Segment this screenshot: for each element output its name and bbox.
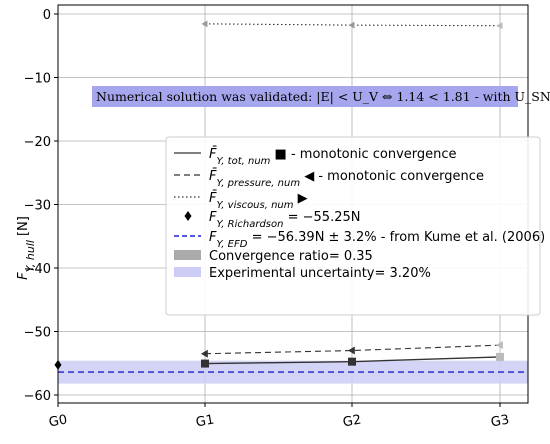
data-point-triangle xyxy=(496,341,503,350)
legend-label-2: F̄Y, viscous, num ▶ xyxy=(209,191,308,211)
annotation-box xyxy=(92,86,518,107)
data-point-triangle xyxy=(496,22,503,30)
data-point-triangle xyxy=(348,346,355,355)
legend-diamond xyxy=(184,211,192,221)
legend-label-1: F̄Y, pressure, num ◀ - monotonic converg… xyxy=(209,169,484,189)
legend-convergence-swatch xyxy=(174,250,201,260)
legend-uncertainty-swatch xyxy=(174,267,201,277)
x-tick-label: G0 xyxy=(48,413,69,431)
legend-label-uncertainty: Experimental uncertainty= 3.20% xyxy=(209,266,431,281)
legend-label-0: F̄Y, tot, num ■ - monotonic convergence xyxy=(209,147,457,167)
x-tick-label: G1 xyxy=(195,413,216,431)
y-axis-label: FY, hull[N] xyxy=(16,216,37,280)
y-tick-label: −30 xyxy=(24,199,51,214)
y-tick-label: −40 xyxy=(24,262,51,277)
x-tick-label: G3 xyxy=(490,413,511,431)
tick-layer: 0 −10 −20 −30 −40 −50 −60 G0 G1 G2 G3 xyxy=(24,8,511,430)
data-point-square xyxy=(201,359,209,368)
y-tick-label: −20 xyxy=(24,135,51,150)
annotation-text: Numerical solution was validated: |E| < … xyxy=(96,89,550,104)
legend-frame xyxy=(165,136,541,316)
y-tick-label: −10 xyxy=(24,72,51,87)
validation-annotation: Numerical solution was validated: |E| < … xyxy=(92,86,550,107)
data-point-square xyxy=(496,352,504,361)
series-layer xyxy=(54,20,528,373)
legend-label-richardson: FY, Richardson = −55.25N xyxy=(209,210,360,230)
data-point-triangle xyxy=(348,21,355,29)
y-tick-label: −50 xyxy=(24,326,51,341)
legend-label-efd: FY, EFD = −56.39N ± 3.2% - from Kume et … xyxy=(209,230,545,250)
data-point-square xyxy=(348,357,356,366)
series-line-2 xyxy=(204,23,501,27)
legend: F̄Y, tot, num ■ - monotonic convergenceF… xyxy=(165,136,545,316)
data-point-triangle xyxy=(201,349,208,358)
series-line-1 xyxy=(204,344,501,355)
y-tick-label: 0 xyxy=(43,8,51,23)
x-tick-label: G2 xyxy=(342,413,363,431)
data-point-triangle xyxy=(201,20,208,28)
legend-label-convergence: Convergence ratio= 0.35 xyxy=(209,249,373,264)
y-tick-label: −60 xyxy=(24,389,51,404)
